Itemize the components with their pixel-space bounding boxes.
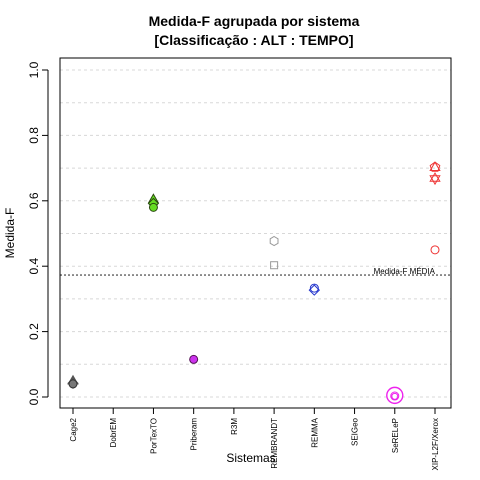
y-tick-label: 1.0 [27,61,41,78]
data-point [269,235,279,247]
data-point [308,284,321,296]
data-point [430,245,440,255]
x-tick-label: Cage2 [69,417,78,441]
y-tick-label: 0.0 [27,388,41,405]
data-point [429,161,441,172]
data-point [148,202,158,212]
x-tick-label: PorTexTO [149,418,158,454]
data-point [270,261,279,270]
data-point [386,386,404,405]
x-axis-label: Sistemas [226,451,275,465]
data-point [390,391,400,401]
x-axis: Cage2 DobrEM PorTexTO Priberam R3M REMBRANDT R… [69,407,440,470]
y-tick-label: 0.4 [27,258,41,275]
x-tick-label: XIP-L2F/Xerox [431,418,440,470]
y-axis: 0.0 0.2 0.4 0.6 0.8 1.0 [27,61,49,405]
y-axis-label: Medida-F [3,208,17,259]
x-tick-label: SEIGeo [351,417,360,446]
chart-title: Medida-F agrupada por sistema [149,13,360,29]
y-tick-label: 0.6 [27,192,41,209]
data-point [391,392,399,400]
x-tick-label: DobrEM [109,418,118,448]
x-tick-label: REMMA [310,417,319,447]
y-tick-label: 0.8 [27,127,41,144]
data-point [189,354,199,364]
chart-subtitle: [Classificação : ALT : TEMPO] [154,32,353,48]
x-tick-label: R3M [230,418,239,435]
x-tick-label: Priberam [190,418,199,451]
x-tick-label: SeRELeP [391,418,400,453]
data-points [67,161,441,405]
x-tick-label: REMBRANDT [270,418,279,469]
data-point [429,175,441,186]
reference-line-label: Medida-F MÉDIA [374,267,436,276]
data-point [429,172,441,182]
data-point [309,283,319,293]
data-point [429,161,441,171]
gridlines [60,69,451,398]
y-tick-label: 0.2 [27,323,41,340]
data-point [68,379,78,389]
